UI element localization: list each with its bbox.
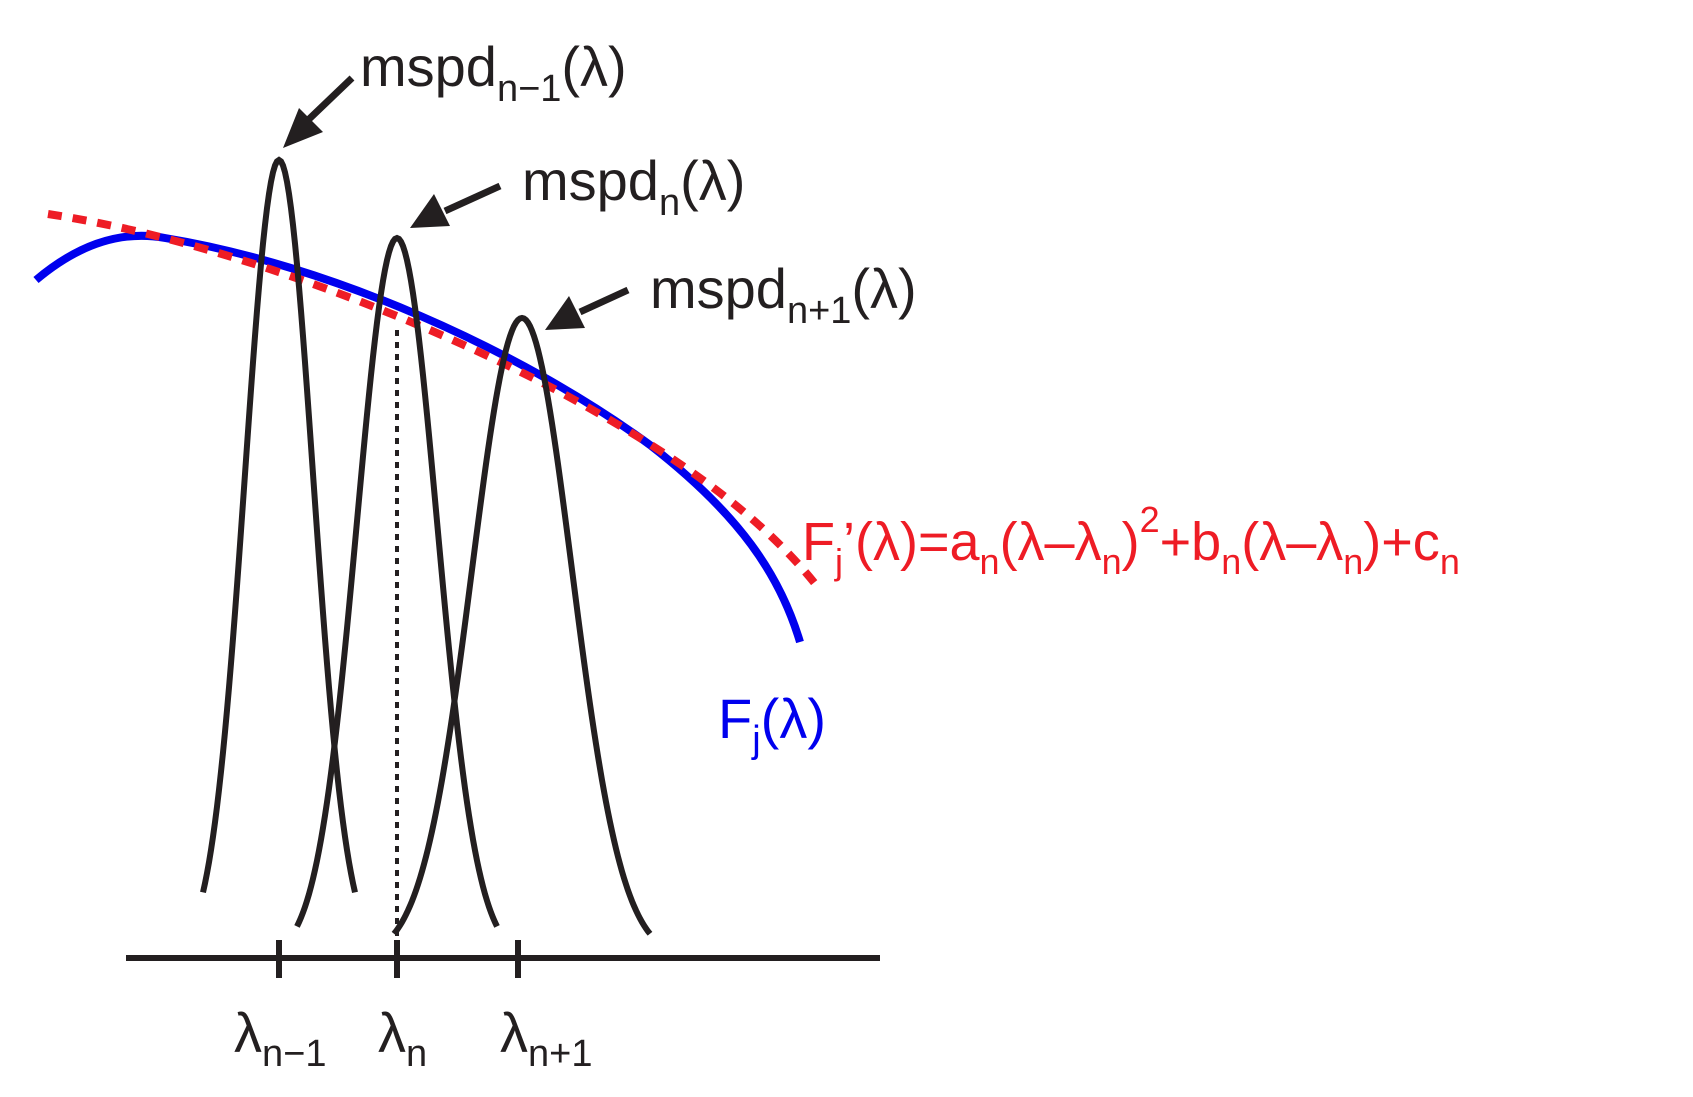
arrow-n — [410, 182, 502, 228]
function-curve — [33, 231, 804, 644]
peak-curve-n — [294, 234, 500, 928]
tick-label-n+1: λn+1 — [500, 1001, 592, 1075]
approximation-curve — [47, 210, 824, 593]
tick-label-n-1: λn−1 — [234, 1001, 326, 1075]
peak-curve-n-1 — [200, 156, 358, 894]
tick-label-n: λn — [378, 1001, 427, 1075]
peak-curve-n+1 — [391, 314, 653, 936]
arrow-n-1 — [283, 75, 355, 148]
arrow-n+1 — [545, 286, 630, 330]
peak-label-n-1: mspdn−1(λ) — [360, 35, 627, 110]
function-label: Fj(λ) — [718, 687, 826, 761]
peak-label-n+1: mspdn+1(λ) — [650, 257, 917, 332]
peak-label-n: mspdn(λ) — [522, 149, 745, 224]
approximation-formula: Fj’(λ)=an(λ–λn)2+bn(λ–λn)+cn — [802, 499, 1460, 582]
